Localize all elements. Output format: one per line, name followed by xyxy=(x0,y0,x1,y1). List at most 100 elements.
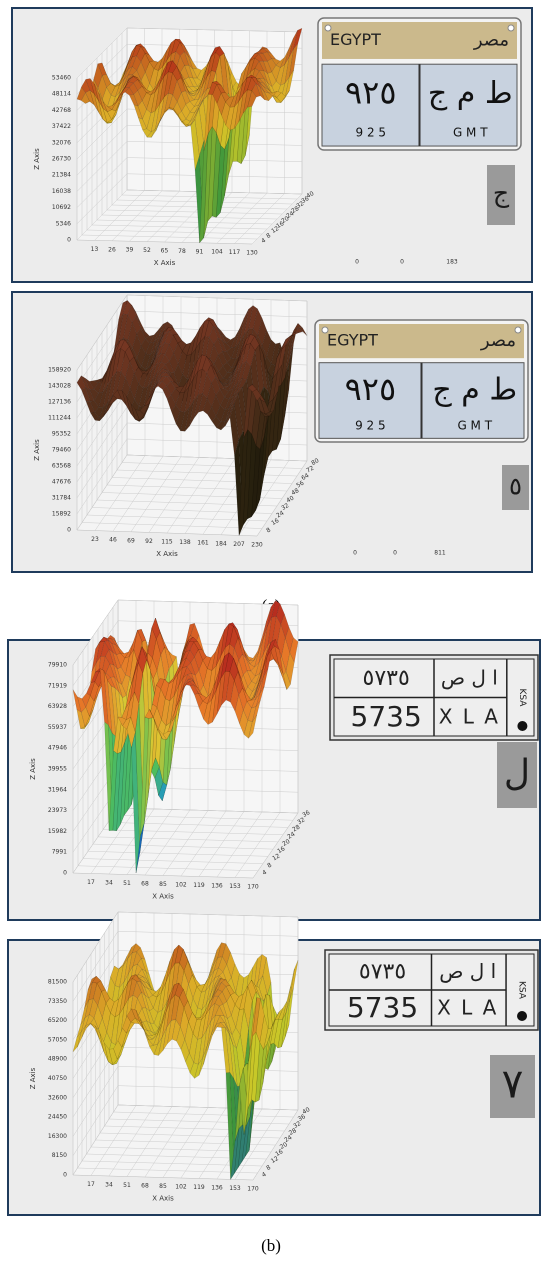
plate-digits: 5735 xyxy=(347,991,418,1024)
z-tick-label: 39955 xyxy=(48,766,67,773)
footer-value: 0 xyxy=(355,259,359,266)
x-tick-label: 51 xyxy=(123,880,131,887)
plate-letters-ar: ا ل ص xyxy=(441,665,498,689)
plate-digits: 9 2 5 xyxy=(356,125,387,139)
x-tick-label: 161 xyxy=(197,540,209,547)
x-tick-label: 119 xyxy=(193,1184,205,1191)
plate-hole xyxy=(325,25,331,31)
z-tick-label: 47676 xyxy=(52,479,71,486)
z-tick-label: 24450 xyxy=(48,1114,67,1121)
z-tick-label: 63928 xyxy=(48,703,67,710)
x-tick-label: 39 xyxy=(126,247,134,254)
z-axis-label: Z Axis xyxy=(33,439,41,461)
plate-hole xyxy=(508,25,514,31)
x-tick-label: 119 xyxy=(193,882,205,889)
plate-letters-ar: ا ل ص xyxy=(439,959,496,983)
panel: 0534610692160382138426730320763742242768… xyxy=(12,8,532,282)
x-tick-label: 23 xyxy=(91,536,99,543)
x-tick-label: 78 xyxy=(178,248,186,255)
x-tick-label: 115 xyxy=(161,539,173,546)
x-tick-label: 102 xyxy=(175,1184,187,1191)
panel: 0815016300244503260040750489005705065200… xyxy=(8,912,540,1215)
plate-digits: 5735 xyxy=(351,700,422,733)
z-tick-label: 65200 xyxy=(48,1017,67,1024)
z-tick-label: 79910 xyxy=(48,662,67,669)
z-tick-label: 63568 xyxy=(52,463,71,470)
z-tick-label: 111244 xyxy=(48,415,71,422)
footer-value: 0 xyxy=(393,550,397,557)
z-tick-label: 55937 xyxy=(48,724,67,731)
plate-letters-ar: ط م ج xyxy=(428,76,513,111)
x-tick-label: 91 xyxy=(196,248,204,255)
x-tick-label: 92 xyxy=(145,538,153,545)
panel: 0158923178447676635687946095352111244127… xyxy=(12,292,532,572)
z-axis-label: Z Axis xyxy=(29,1067,37,1089)
x-tick-label: 117 xyxy=(229,249,241,256)
x-tick-label: 207 xyxy=(233,541,245,548)
z-tick-label: 0 xyxy=(67,527,71,534)
z-axis-label: Z Axis xyxy=(29,758,37,780)
plate-emblem xyxy=(517,721,527,731)
x-tick-label: 34 xyxy=(105,1182,113,1189)
character: ٥ xyxy=(509,472,522,501)
z-tick-label: 23973 xyxy=(48,807,67,814)
x-tick-label: 136 xyxy=(211,1185,223,1192)
z-tick-label: 48900 xyxy=(48,1056,67,1063)
x-axis-label: X Axis xyxy=(156,550,178,558)
z-axis-label: Z Axis xyxy=(33,148,41,170)
x-tick-label: 51 xyxy=(123,1182,131,1189)
z-tick-label: 47946 xyxy=(48,745,67,752)
plate-letters: X L A xyxy=(439,704,500,728)
z-tick-label: 81500 xyxy=(48,979,67,986)
z-tick-label: 57050 xyxy=(48,1036,67,1043)
x-tick-label: 65 xyxy=(161,248,169,255)
z-tick-label: 0 xyxy=(63,1172,67,1179)
x-tick-label: 69 xyxy=(127,537,135,544)
plate-digits-ar: ٩٢٥ xyxy=(345,370,397,408)
z-tick-label: 0 xyxy=(63,870,67,877)
x-tick-label: 102 xyxy=(175,882,187,889)
z-tick-label: 10692 xyxy=(52,204,71,211)
license-plate: ٥٧٣٥ا ل ص5735X L AKSA xyxy=(325,950,538,1030)
plate-letters: G M T xyxy=(457,419,492,433)
z-tick-label: 15982 xyxy=(48,828,67,835)
z-tick-label: 73350 xyxy=(48,998,67,1005)
footer-value: 183 xyxy=(446,259,458,266)
z-tick-label: 95352 xyxy=(52,431,71,438)
x-tick-label: 153 xyxy=(229,1185,241,1192)
character: ل xyxy=(504,753,530,794)
z-tick-label: 42768 xyxy=(52,107,71,114)
z-tick-label: 158920 xyxy=(48,367,71,374)
character: ٧ xyxy=(502,1060,524,1108)
z-tick-label: 37422 xyxy=(52,123,71,130)
z-tick-label: 127136 xyxy=(48,399,71,406)
x-tick-label: 130 xyxy=(246,250,258,257)
footer-value: 0 xyxy=(353,550,357,557)
z-tick-label: 79460 xyxy=(52,447,71,454)
figure: (a) (b) 05346106921603821384267303207637… xyxy=(0,0,543,1269)
z-tick-label: 8150 xyxy=(52,1152,67,1159)
panel: 0799115982239733196439955479465593763928… xyxy=(8,600,540,920)
plate-digits: 9 2 5 xyxy=(355,419,386,433)
plate-country-ar: مصر xyxy=(480,330,516,351)
z-tick-label: 143028 xyxy=(48,383,71,390)
x-tick-label: 153 xyxy=(229,883,241,890)
footer-value: 0 xyxy=(400,259,404,266)
z-tick-label: 15892 xyxy=(52,511,71,518)
x-axis-label: X Axis xyxy=(154,259,176,267)
x-tick-label: 230 xyxy=(251,542,263,549)
x-tick-label: 104 xyxy=(211,249,223,256)
x-axis-label: X Axis xyxy=(152,1195,174,1203)
plate-country: KSA xyxy=(517,981,527,1000)
plate-emblem xyxy=(517,1011,527,1021)
x-tick-label: 184 xyxy=(215,540,227,547)
x-tick-label: 52 xyxy=(143,247,151,254)
x-tick-label: 136 xyxy=(211,883,223,890)
plate-letters: G M T xyxy=(453,125,488,139)
x-tick-label: 138 xyxy=(179,539,191,546)
z-tick-label: 48114 xyxy=(52,91,71,98)
x-tick-label: 34 xyxy=(105,880,113,887)
x-tick-label: 170 xyxy=(247,884,259,891)
plate-hole xyxy=(322,327,328,333)
